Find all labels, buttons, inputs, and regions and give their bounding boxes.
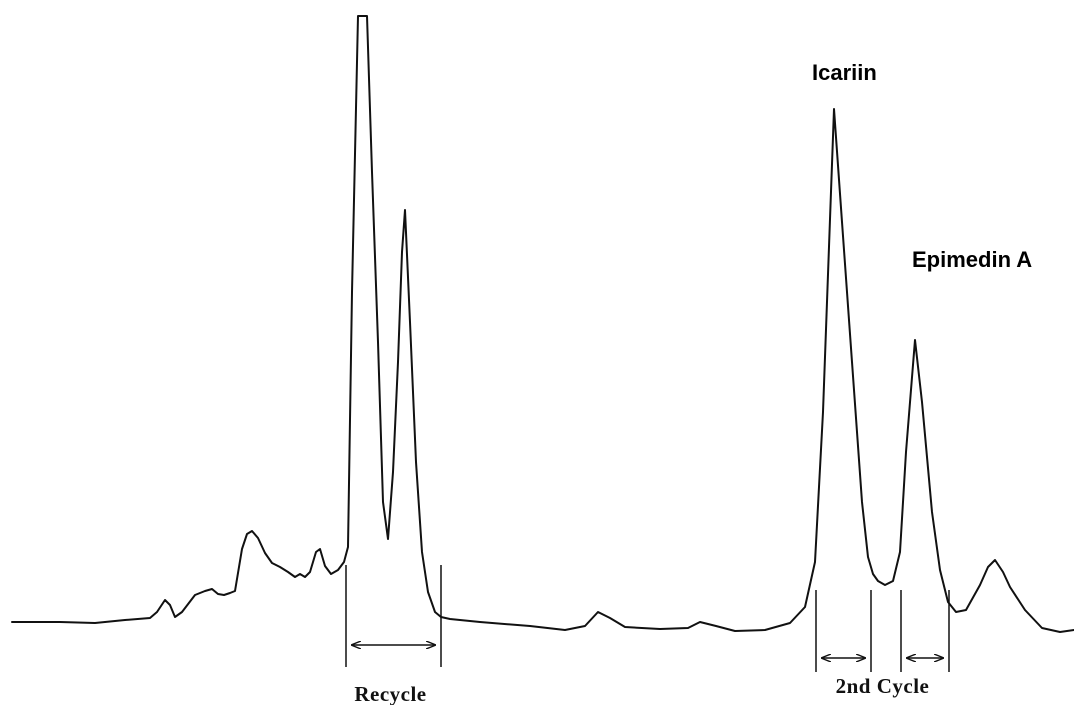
chromatogram-trace: [11, 15, 1074, 633]
peak-label-epimedin-a: Epimedin A: [912, 247, 1032, 272]
peak-label-icariin: Icariin: [812, 60, 877, 85]
series-layer: [11, 15, 1074, 633]
region-label-2nd-cycle: 2nd Cycle: [836, 674, 930, 698]
region-layer: Recycle 2nd Cycle: [345, 565, 950, 705]
region-label-recycle: Recycle: [354, 682, 426, 705]
annotation-layer: Icariin Epimedin A: [812, 60, 1032, 272]
